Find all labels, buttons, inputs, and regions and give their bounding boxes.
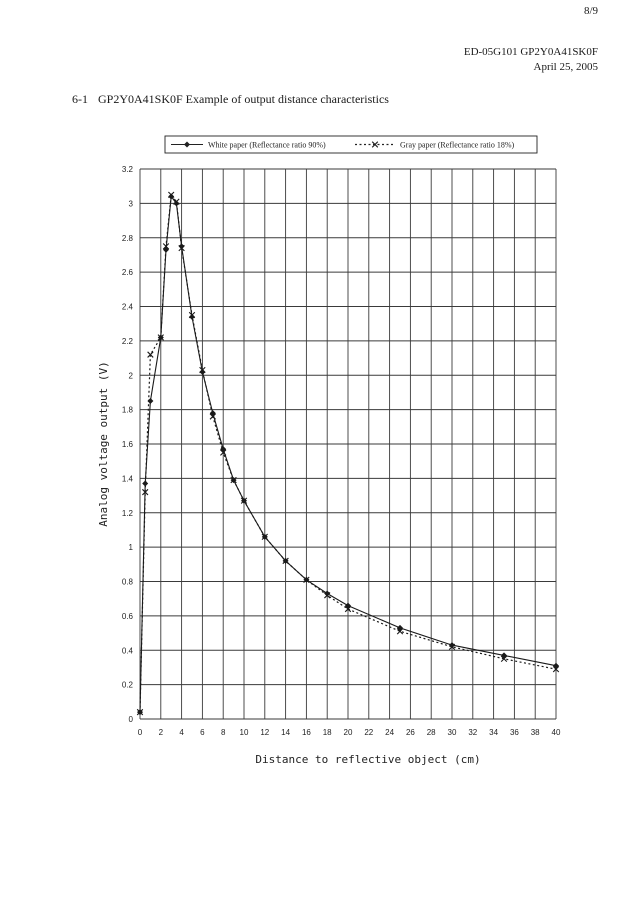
white-paper-point <box>147 398 154 405</box>
x-tick-label: 36 <box>510 728 519 737</box>
white-paper-point <box>189 313 195 320</box>
y-tick-label: 2.8 <box>122 234 134 243</box>
chart-grid <box>139 168 557 720</box>
x-tick-label: 28 <box>427 728 436 737</box>
white-paper-point <box>142 480 149 487</box>
y-tick-label: 3 <box>129 199 134 208</box>
legend-gray-label: Gray paper (Reflectance ratio 18%) <box>400 141 514 150</box>
x-tick-label: 0 <box>138 728 143 737</box>
x-tick-label: 10 <box>240 728 249 737</box>
y-tick-label: 2.2 <box>122 337 134 346</box>
y-tick-label: 2.4 <box>122 303 134 312</box>
x-axis-title: Distance to reflective object (cm) <box>255 753 480 766</box>
chart-series <box>136 191 560 716</box>
y-tick-label: 1 <box>129 543 134 552</box>
x-tick-label: 4 <box>179 728 184 737</box>
y-tick-label: 0.4 <box>122 646 134 655</box>
x-tick-label: 30 <box>448 728 457 737</box>
x-tick-label: 22 <box>364 728 373 737</box>
gray-paper-point <box>303 576 310 583</box>
y-tick-label: 0 <box>129 715 134 724</box>
gray-paper-point <box>282 557 289 565</box>
x-tick-label: 20 <box>344 728 353 737</box>
gray-paper-point <box>261 533 268 541</box>
document-date: April 25, 2005 <box>533 61 598 73</box>
gray-paper-point <box>230 476 237 484</box>
white-paper-point <box>324 590 331 597</box>
x-tick-label: 16 <box>302 728 311 737</box>
chart-axis-titles: Distance to reflective object (cm) Analog… <box>97 361 481 766</box>
gray-paper-point <box>199 366 206 374</box>
chart-legend: White paper (Reflectance ratio 90%) Gray … <box>164 135 538 154</box>
x-tick-label: 34 <box>489 728 498 737</box>
x-tick-label: 2 <box>159 728 164 737</box>
gray-paper-point <box>396 628 404 635</box>
x-tick-label: 18 <box>323 728 332 737</box>
x-tick-label: 38 <box>531 728 540 737</box>
gray-paper-point <box>448 643 456 651</box>
y-tick-label: 0.8 <box>122 578 134 587</box>
gray-paper-point <box>178 244 185 252</box>
gray-paper-point <box>142 488 149 496</box>
gray-paper-point <box>168 191 175 198</box>
white-paper-point <box>199 368 206 375</box>
section-title: 6-1 GP2Y0A41SK0F Example of output distan… <box>72 92 389 107</box>
x-tick-label: 12 <box>260 728 269 737</box>
x-tick-label: 14 <box>281 728 290 737</box>
gray-paper-point <box>173 198 180 205</box>
x-tick-label: 6 <box>200 728 205 737</box>
y-tick-label: 1.2 <box>122 509 134 518</box>
legend-gray-marker <box>371 141 379 148</box>
white-paper-point <box>184 141 190 148</box>
y-tick-label: 0.6 <box>122 612 134 621</box>
y-axis-title: Analog voltage output (V) <box>97 361 110 527</box>
y-tick-label: 3.2 <box>122 165 134 174</box>
gray-paper-point <box>344 605 352 613</box>
chart-tick-labels: 0 2 4 6 8 10 12 14 16 18 20 22 24 26 28 30 32 34 36 38 4000.… <box>122 165 561 737</box>
x-tick-label: 32 <box>468 728 477 737</box>
section-title-text: GP2Y0A41SK0F Example of output distance … <box>98 92 389 106</box>
document-id: ED-05G101 GP2Y0A41SK0F <box>463 46 598 58</box>
gray-paper-series <box>136 191 560 716</box>
gray-paper-point <box>188 311 196 319</box>
y-tick-label: 0.2 <box>122 681 134 690</box>
x-tick-label: 24 <box>385 728 394 737</box>
gray-paper-point <box>157 334 164 341</box>
gray-paper-point <box>240 497 248 504</box>
gray-paper-point <box>371 141 379 148</box>
gray-paper-point <box>162 243 170 250</box>
gray-paper-point <box>136 708 144 716</box>
gray-paper-point <box>147 351 154 358</box>
x-tick-label: 8 <box>221 728 226 737</box>
y-tick-label: 1.4 <box>122 474 134 483</box>
gray-paper-point <box>324 592 331 599</box>
y-tick-label: 2.6 <box>122 268 134 277</box>
y-tick-label: 1.8 <box>122 406 134 415</box>
x-tick-label: 26 <box>406 728 415 737</box>
x-tick-label: 40 <box>552 728 561 737</box>
gray-paper-point <box>552 665 560 673</box>
page-number: 8/9 <box>583 5 598 17</box>
white-paper-point <box>178 243 185 250</box>
section-number: 6-1 <box>72 92 88 106</box>
gray-paper-point <box>220 449 227 456</box>
gray-paper-point <box>209 413 216 420</box>
y-tick-label: 2 <box>129 371 134 380</box>
legend-white-label: White paper (Reflectance ratio 90%) <box>208 141 326 150</box>
y-tick-label: 1.6 <box>122 440 134 449</box>
legend-box <box>164 135 538 154</box>
gray-paper-point <box>500 655 508 663</box>
legend-white-marker <box>184 141 190 148</box>
